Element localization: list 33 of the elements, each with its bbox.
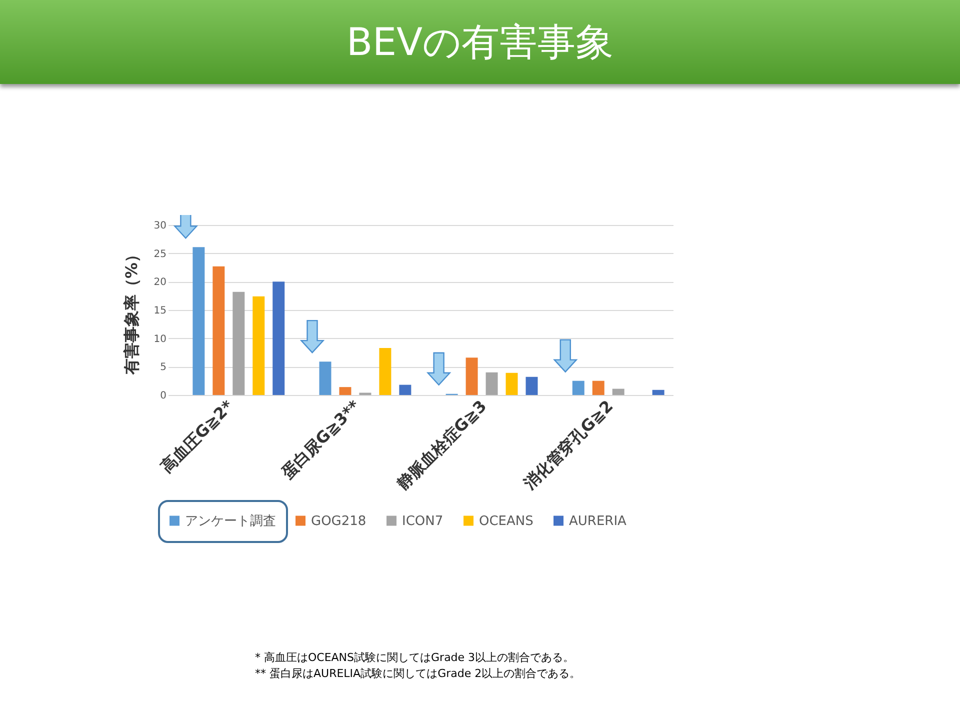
y-tick-label: 20 bbox=[154, 277, 166, 288]
bar bbox=[232, 292, 245, 395]
y-tick-label: 10 bbox=[154, 334, 166, 345]
bar bbox=[506, 372, 518, 395]
legend-label: アンケート調査 bbox=[185, 514, 276, 529]
y-tick-label: 0 bbox=[160, 390, 166, 402]
bar bbox=[252, 296, 265, 395]
legend-label: ICON7 bbox=[402, 514, 444, 529]
bar bbox=[466, 358, 478, 395]
y-tick-label: 25 bbox=[154, 248, 166, 260]
bar bbox=[526, 376, 538, 395]
bar bbox=[399, 384, 412, 395]
bar bbox=[319, 362, 332, 395]
bar bbox=[192, 247, 205, 395]
text: * 高血圧はOCEANS試験に関してはGrade 3以上の割合である。 bbox=[255, 650, 576, 666]
bar bbox=[212, 266, 225, 395]
bar bbox=[612, 388, 624, 395]
text: ** 蛋白尿はAURELIA試験に関してはGrade 2以上の割合である。 bbox=[255, 666, 581, 682]
y-tick-label: 5 bbox=[160, 362, 166, 374]
bar bbox=[339, 387, 352, 395]
bar bbox=[652, 390, 664, 395]
bar bbox=[572, 380, 584, 395]
y-tick-label: 15 bbox=[154, 306, 166, 316]
bar bbox=[592, 380, 604, 395]
legend-label: OCEANS bbox=[479, 514, 534, 529]
bar bbox=[486, 372, 498, 395]
bar bbox=[379, 348, 392, 395]
chart-title: BEVの有害事象 bbox=[346, 18, 614, 66]
y-tick-label: 30 bbox=[154, 220, 166, 232]
legend-label: GOG218 bbox=[311, 514, 366, 529]
y-axis-title: 有害事象率（%） bbox=[122, 246, 141, 376]
bar bbox=[272, 282, 285, 395]
legend-label: AURERIA bbox=[569, 514, 627, 529]
